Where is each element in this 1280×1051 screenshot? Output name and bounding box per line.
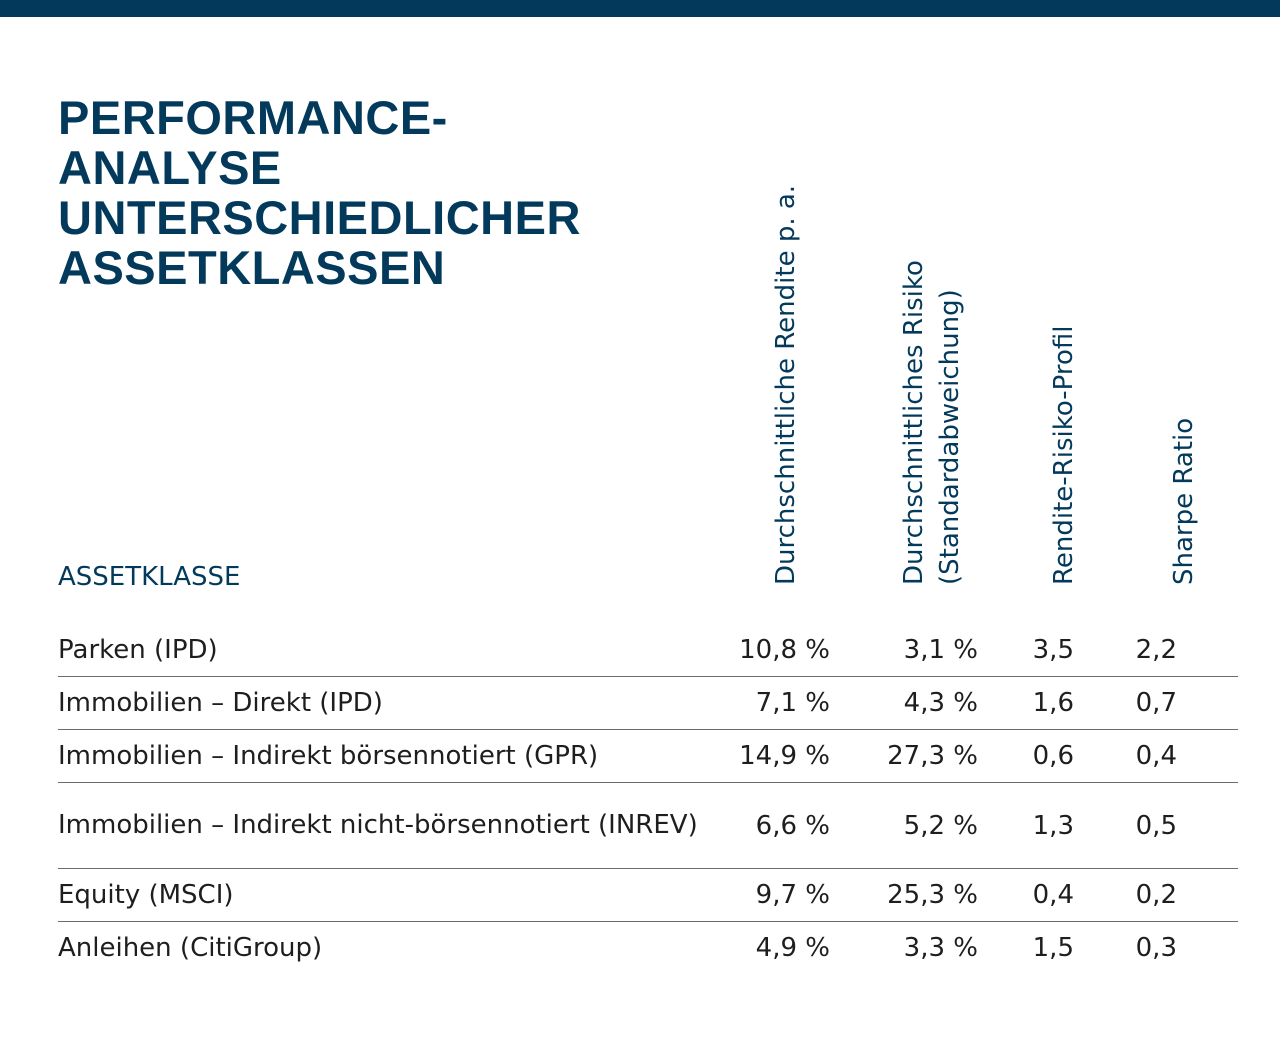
value-risiko: 4,3 % <box>903 688 978 718</box>
value-rendite: 14,9 % <box>739 741 830 771</box>
asset-name: Immobilien – Direkt (IPD) <box>58 687 383 718</box>
title-line: ASSETKLASSEN <box>58 241 446 294</box>
column-header-text: Durchschnittliche Rendite p. a. <box>771 184 801 585</box>
title-line: PERFORMANCE- <box>58 91 448 144</box>
value-rendite: 10,8 % <box>739 635 830 665</box>
value-sharpe: 0,4 <box>1135 741 1177 771</box>
asset-name: Anleihen (CitiGroup) <box>58 932 323 963</box>
value-sharpe: 0,7 <box>1135 688 1177 718</box>
column-header-text: Sharpe Ratio <box>1169 417 1199 585</box>
value-rendite: 6,6 % <box>755 810 830 841</box>
data-table: Parken (IPD) 10,8 % 3,1 % 3,5 2,2 Immobi… <box>58 624 1238 974</box>
column-header-text: (Standardabweichung) <box>935 289 965 585</box>
table-row: Parken (IPD) 10,8 % 3,1 % 3,5 2,2 <box>58 624 1238 677</box>
top-accent-bar <box>0 0 1280 17</box>
asset-name: Parken (IPD) <box>58 634 218 665</box>
chart-title: PERFORMANCE- ANALYSE UNTERSCHIEDLICHER A… <box>58 93 618 293</box>
value-risiko: 3,1 % <box>903 635 978 665</box>
value-rendite: 4,9 % <box>755 933 830 963</box>
table-row: Anleihen (CitiGroup) 4,9 % 3,3 % 1,5 0,3 <box>58 922 1238 974</box>
value-sharpe: 0,3 <box>1135 933 1177 963</box>
title-line: ANALYSE <box>58 141 282 194</box>
value-sharpe: 0,5 <box>1135 810 1177 841</box>
value-profil: 0,6 <box>1032 741 1074 771</box>
value-risiko: 25,3 % <box>887 880 978 910</box>
table-row: Immobilien – Indirekt börsennotiert (GPR… <box>58 730 1238 783</box>
column-header-text: Rendite-Risiko-Profil <box>1049 325 1079 585</box>
table-row: Immobilien – Indirekt nicht-börsennotier… <box>58 783 1238 869</box>
value-profil: 1,6 <box>1032 688 1074 718</box>
table-row: Immobilien – Direkt (IPD) 7,1 % 4,3 % 1,… <box>58 677 1238 730</box>
asset-name: Immobilien – Indirekt börsennotiert (GPR… <box>58 740 599 771</box>
value-profil: 1,3 <box>1032 810 1074 841</box>
column-header-text: Durchschnittliches Risiko <box>899 260 929 585</box>
value-risiko: 27,3 % <box>887 741 978 771</box>
value-sharpe: 2,2 <box>1135 635 1177 665</box>
value-risiko: 3,3 % <box>903 933 978 963</box>
asset-name: Immobilien – Indirekt nicht-börsennotier… <box>58 810 698 840</box>
value-profil: 0,4 <box>1032 880 1074 910</box>
value-risiko: 5,2 % <box>903 810 978 841</box>
table-row: Equity (MSCI) 9,7 % 25,3 % 0,4 0,2 <box>58 869 1238 922</box>
value-rendite: 7,1 % <box>755 688 830 718</box>
title-line: UNTERSCHIEDLICHER <box>58 191 581 244</box>
value-profil: 3,5 <box>1032 635 1074 665</box>
row-header-label: ASSETKLASSE <box>58 562 241 592</box>
value-rendite: 9,7 % <box>755 880 830 910</box>
asset-name: Equity (MSCI) <box>58 879 234 910</box>
value-profil: 1,5 <box>1032 933 1074 963</box>
value-sharpe: 0,2 <box>1135 880 1177 910</box>
